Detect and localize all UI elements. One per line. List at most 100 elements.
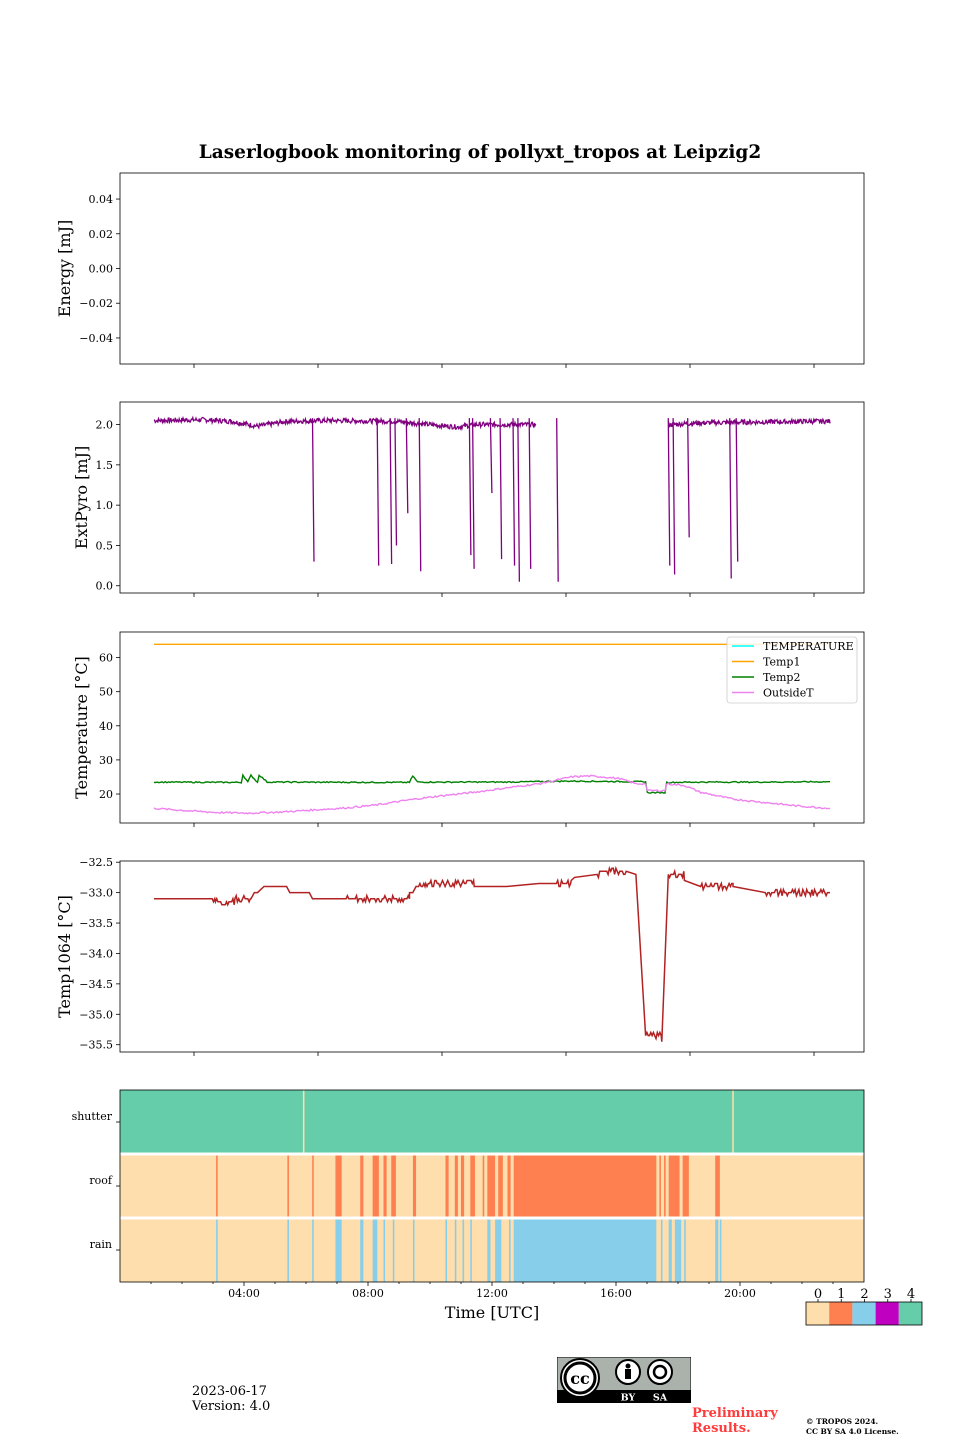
status-shutter-segment [732,1090,734,1154]
energy-ylabel: Energy [mJ] [55,220,74,318]
extpyro-ylabel: ExtPyro [mJ] [72,446,91,549]
temp1064-ytick-label: −34.0 [79,947,113,960]
status-rain-segment [412,1218,415,1282]
extpyro-series-line [153,415,537,432]
status-xtick-label: 12:00 [476,1287,508,1300]
status-rain-segment [509,1218,511,1282]
temp1064-ylabel: Temp1064 [°C] [55,895,74,1018]
status-roof-segment [412,1154,417,1218]
temp1064-ytick-label: −35.0 [79,1008,113,1021]
temp1064-ytick-label: −33.5 [79,917,113,930]
colorbar-tick-label: 2 [860,1287,868,1302]
status-roof-segment [482,1154,485,1218]
status-xtick-label: 08:00 [352,1287,384,1300]
status-rain-segment [668,1218,672,1282]
status-rain-segment [495,1218,502,1282]
footer-date-version: 2023-06-17 Version: 4.0 [192,1384,270,1414]
status-rain-segment [216,1218,218,1282]
status-row-shutter [120,1090,864,1154]
temperature-ylabel: Temperature [°C] [72,656,91,799]
status-rain-segment [360,1218,364,1282]
status-rain-segment [454,1218,457,1282]
status-roof-segment [383,1154,387,1218]
status-roof-segment [216,1154,218,1218]
extpyro-dip [489,418,493,494]
status-shutter-segment [302,1090,305,1154]
status-rain-segment [715,1218,719,1282]
copyright-line-1: © TROPOS 2024. [806,1417,879,1426]
temp1064-ytick-label: −32.5 [79,856,113,869]
copyright-note: © TROPOS 2024. CC BY SA 4.0 License. [806,1417,956,1437]
colorbar-cell-2 [852,1302,876,1325]
status-row-label-rain: rain [90,1238,112,1251]
extpyro-dip [729,418,732,579]
status-rain-segment [470,1218,472,1282]
legend-label-temperature: TEMPERATURE [763,640,854,653]
footer-date: 2023-06-17 [192,1384,267,1399]
cc-sa-label: SA [653,1393,668,1404]
extpyro-ytick-label: 0.0 [96,580,114,593]
status-roof-segment [312,1154,314,1218]
extpyro-dip [468,418,472,556]
temp1064-series-line [154,865,830,1042]
extpyro-dip [687,418,690,538]
extpyro-ytick-label: 1.0 [96,499,114,512]
status-rain-segment [513,1218,657,1282]
colorbar-frame [805,1301,923,1326]
status-roof-segment [470,1154,475,1218]
status-roof-segment [668,1154,680,1218]
extpyro-dip [528,418,532,569]
colorbar-cell-1 [829,1302,853,1325]
extpyro-dip [405,418,409,514]
status-row-label-roof: roof [89,1174,113,1187]
status-roof-segment [461,1154,465,1218]
extpyro-dip [389,418,393,564]
status-row-rain [120,1218,864,1282]
status-roof-segment [335,1154,342,1218]
extpyro-dip [376,418,380,566]
temperature-ytick-label: 30 [99,754,113,767]
temp1064-ytick-label: −35.5 [79,1039,113,1052]
energy-ytick-label: 0.02 [89,228,114,241]
extpyro-dip [517,418,521,582]
temp1064-ytick-label: −34.5 [79,978,113,991]
temp1064-ytick-label: −33.0 [79,887,113,900]
extpyro-dip [512,418,516,566]
colorbar-cell-4 [898,1302,922,1325]
status-rain-segment [674,1218,682,1282]
footer-version: Version: 4.0 [192,1399,271,1414]
extpyro-dip [394,418,398,546]
colorbar-tick-label: 0 [814,1287,822,1302]
energy-axes-frame [119,172,865,365]
temperature-legend: TEMPERATURE Temp1 Temp2 OutsideT [726,636,858,704]
extpyro-dip [667,418,671,566]
extpyro-series-line [668,417,831,429]
temp1064-axes-frame [119,860,865,1053]
status-roof-segment [513,1154,657,1218]
status-rain-segment [684,1218,686,1282]
extpyro-dip [471,418,475,569]
energy-ytick-label: 0.00 [89,263,114,276]
status-rain-segment [312,1218,314,1282]
colorbar-tick-label: 1 [837,1287,845,1302]
status-roof-segment [682,1154,689,1218]
energy-ytick-label: 0.04 [89,193,114,206]
extpyro-ytick-label: 1.5 [96,459,114,472]
colorbar-cell-0 [806,1302,830,1325]
status-xlabel: Time [UTC] [445,1303,539,1322]
colorbar-cell-3 [875,1302,899,1325]
preliminary-results-note: Preliminary Results. [692,1406,778,1436]
status-rain-segment [660,1218,663,1282]
colorbar-tick-label: 3 [884,1287,892,1302]
status-rain-segment [335,1218,342,1282]
energy-ytick-label: −0.02 [79,297,113,310]
status-roof-segment [360,1154,364,1218]
extpyro-axes-frame [119,401,865,594]
status-rain-segment [719,1218,722,1282]
cc-by-sa-icon: cc BY SA [557,1357,691,1403]
status-rain-segment [445,1218,448,1282]
status-roof-segment [664,1154,666,1218]
status-rain-segment [487,1218,491,1282]
extpyro-dip [311,418,315,562]
status-roof-segment [715,1154,720,1218]
